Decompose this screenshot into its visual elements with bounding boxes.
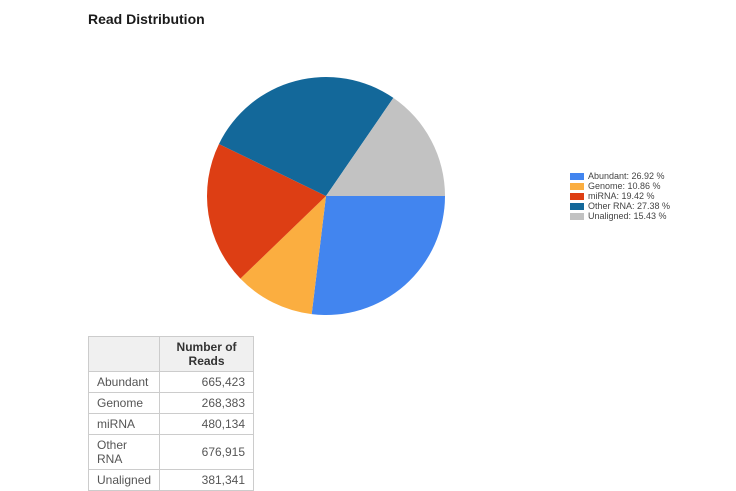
table-header-row: Number of Reads: [87, 336, 255, 372]
legend-label-genome: Genome: 10.86 %: [588, 181, 661, 191]
row-value-unaligned: 381,341: [159, 469, 255, 491]
table-row-genome: Genome 268,383: [87, 392, 255, 414]
legend-label-other-rna: Other RNA: 27.38 %: [588, 201, 671, 211]
legend-label-mirna: miRNA: 19.42 %: [588, 191, 655, 201]
corner-header-cell: [87, 336, 161, 372]
read-distribution-page: Read Distribution Abundant: 26.92 % Geno…: [87, 11, 671, 491]
table-row-abundant: Abundant 665,423: [87, 371, 255, 393]
table-row-mirna: miRNA 480,134: [87, 413, 255, 435]
legend-item-abundant[interactable]: Abundant: 26.92 %: [570, 171, 670, 181]
legend-item-other-rna[interactable]: Other RNA: 27.38 %: [570, 201, 670, 211]
number-of-reads-header: Number of Reads: [159, 336, 255, 372]
legend-swatch-mirna: [570, 192, 584, 200]
row-value-mirna: 480,134: [159, 413, 255, 435]
legend-swatch-other-rna: [570, 202, 584, 210]
page-title: Read Distribution: [88, 11, 205, 27]
pie-slice-abundant[interactable]: [311, 196, 445, 316]
pie-slice-other-rna[interactable]: [218, 76, 394, 196]
table-row-unaligned: Unaligned 381,341: [87, 469, 255, 491]
row-label-unaligned: Unaligned: [87, 469, 161, 491]
legend-swatch-abundant: [570, 172, 584, 180]
reads-table: Number of Reads Abundant 665,423 Genome …: [87, 336, 255, 491]
legend-swatch-unaligned: [570, 212, 584, 220]
legend-item-genome[interactable]: Genome: 10.86 %: [570, 181, 670, 191]
pie-chart-svg: [207, 76, 445, 316]
row-label-mirna: miRNA: [87, 413, 161, 435]
pie-slice-genome[interactable]: [240, 196, 326, 315]
row-value-genome: 268,383: [159, 392, 255, 414]
legend-swatch-genome: [570, 182, 584, 190]
legend-item-mirna[interactable]: miRNA: 19.42 %: [570, 191, 670, 201]
legend-label-unaligned: Unaligned: 15.43 %: [588, 211, 667, 221]
pie-slice-mirna[interactable]: [207, 143, 326, 279]
row-value-abundant: 665,423: [159, 371, 255, 393]
row-label-genome: Genome: [87, 392, 161, 414]
legend-label-abundant: Abundant: 26.92 %: [588, 171, 665, 181]
table-row-other-rna: Other RNA 676,915: [87, 434, 255, 470]
row-label-abundant: Abundant: [87, 371, 161, 393]
legend-item-unaligned[interactable]: Unaligned: 15.43 %: [570, 211, 670, 221]
row-value-other-rna: 676,915: [159, 434, 255, 470]
pie-chart: [206, 76, 446, 316]
chart-legend: Abundant: 26.92 % Genome: 10.86 % miRNA:…: [570, 171, 670, 221]
row-label-other-rna: Other RNA: [87, 434, 161, 470]
pie-slice-unaligned[interactable]: [326, 97, 445, 196]
